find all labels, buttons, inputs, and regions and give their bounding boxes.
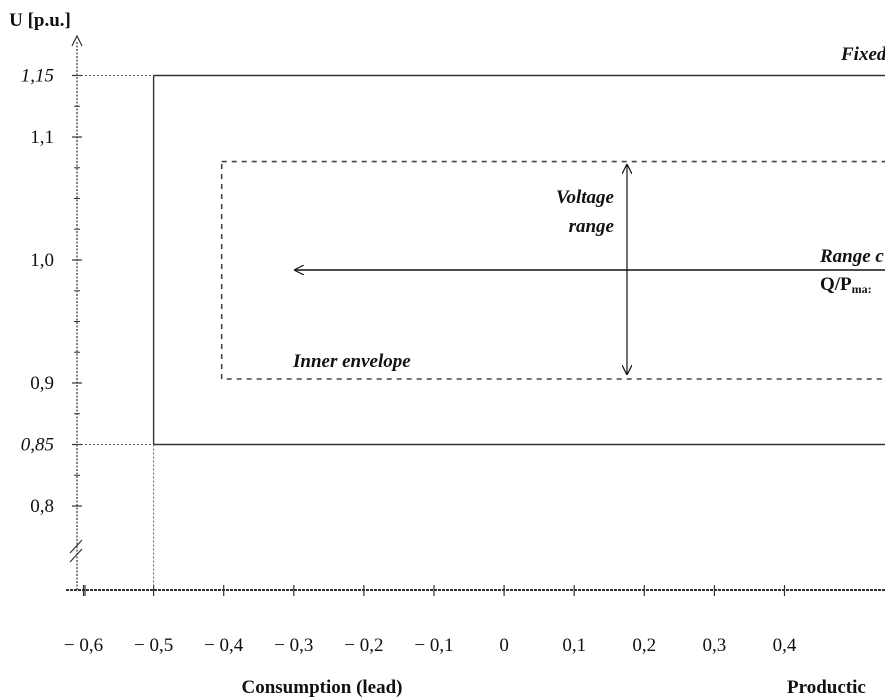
axes	[66, 34, 885, 591]
inner-envelope: Inner envelope	[220, 160, 885, 380]
outer-envelope: Fixed	[77, 44, 885, 590]
y-axis-title: U [p.u.]	[9, 10, 71, 31]
x-tick-label: − 0,3	[274, 635, 313, 656]
y-tick-label: 0,85	[21, 435, 54, 456]
inner-envelope-box	[220, 160, 885, 380]
voltage-range-label-line2: range	[569, 216, 615, 237]
x-axis-ticks: − 0,6 − 0,5 − 0,4 − 0,3 − 0,2 − 0,1 0 0,1 0,2 0,3…	[64, 585, 797, 656]
q-range-annotation: Range c Q/Pma:	[295, 246, 885, 296]
x-tick-label: − 0,4	[204, 635, 244, 656]
q-range-label-line1: Range c	[819, 246, 884, 267]
x-tick-label: − 0,1	[414, 635, 453, 656]
y-axis-ticks: 1,15 1,1 1,0 0,9 0,85 0,8	[21, 66, 82, 517]
x-tick-label: 0,4	[773, 635, 797, 656]
outer-envelope-label: Fixed	[840, 44, 885, 65]
x-tick-label: 0,2	[632, 635, 656, 656]
voltage-range-label-line1: Voltage	[556, 187, 615, 208]
q-range-label-line2: Q/Pma:	[820, 274, 872, 296]
y-tick-label: 1,15	[21, 66, 54, 87]
x-tick-label: 0	[499, 635, 509, 656]
x-axis-caption-production: Productic	[787, 677, 866, 698]
x-axis-caption-consumption: Consumption (lead)	[242, 677, 403, 698]
y-tick-label: 1,0	[30, 250, 54, 271]
y-axis-arrow	[71, 34, 83, 47]
y-tick-label: 0,8	[30, 496, 54, 517]
q-range-label-main: Q/P	[820, 274, 852, 295]
y-tick-label: 0,9	[30, 373, 54, 394]
x-tick-label: − 0,6	[64, 635, 103, 656]
x-tick-label: 0,1	[562, 635, 586, 656]
x-tick-label: − 0,5	[134, 635, 173, 656]
x-tick-label: − 0,2	[344, 635, 383, 656]
q-range-label-sub: ma:	[852, 282, 872, 296]
axis-break-mark-2	[69, 548, 83, 563]
inner-envelope-label: Inner envelope	[292, 351, 411, 372]
axis-break-mark-1	[69, 539, 83, 554]
voltage-range-annotation: Voltage range	[556, 165, 627, 374]
x-tick-label: 0,3	[703, 635, 727, 656]
y-tick-label: 1,1	[30, 127, 54, 148]
